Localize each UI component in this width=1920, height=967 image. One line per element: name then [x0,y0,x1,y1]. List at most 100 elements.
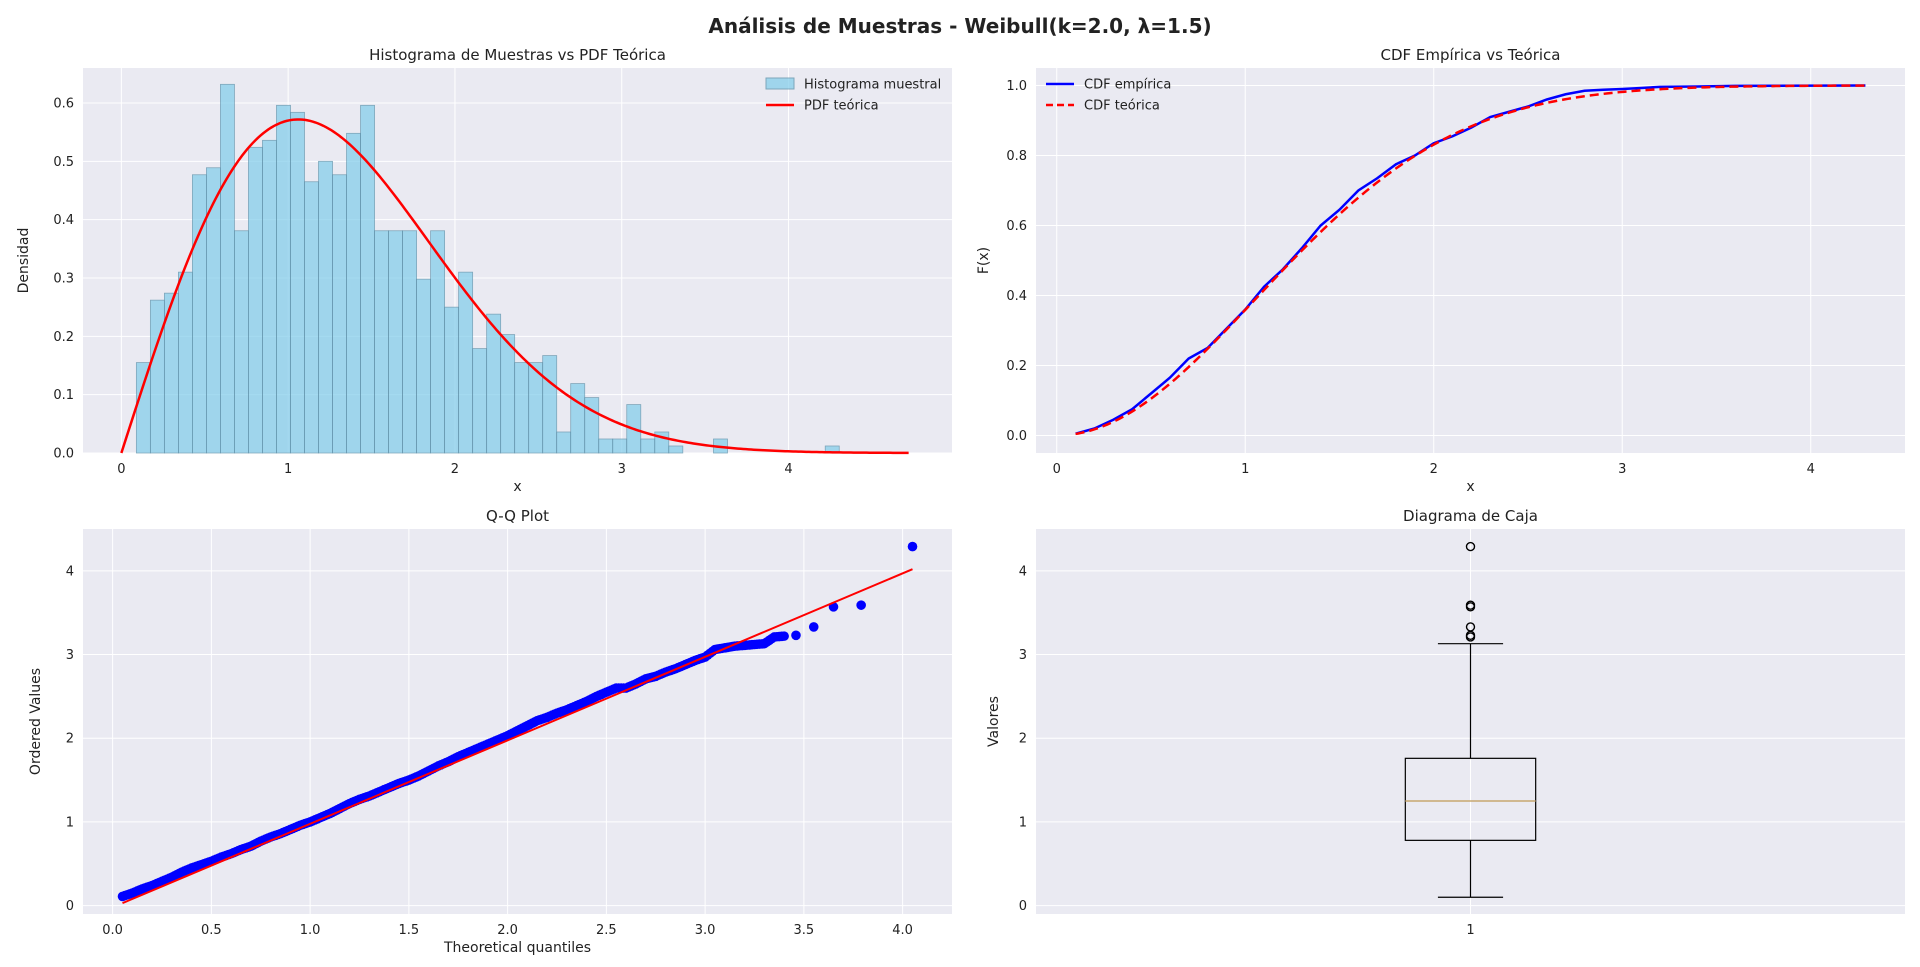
histogram-bar [486,313,502,454]
histogram-bar [542,355,558,454]
histogram-bar [556,431,572,454]
histogram-bar [598,438,614,454]
x-tick-label: 3 [618,462,626,477]
histogram-bar [276,104,291,454]
subplot-1: 0 1 2 3 4 0.0 0.1 0.2 0.3 0.4 0.5 0.6 Histograma de … [16,46,952,495]
subplot-title: Diagrama de Caja [1403,507,1538,525]
x-tick-label: 1 [1466,923,1474,938]
histogram-bar [262,139,277,454]
y-tick-label: 0.6 [1006,219,1027,234]
subplot-title: CDF Empírica vs Teórica [1381,46,1561,64]
y-tick-label: 0.4 [1006,289,1027,304]
x-tick-label: 3.0 [695,923,716,938]
histogram-bar [416,278,432,454]
histogram-bar [234,230,249,454]
y-tick-label: 0.0 [1006,429,1027,444]
subplot-2: 0 1 2 3 4 0.0 0.2 0.4 0.6 0.8 1.0 CDF Empírica vs T… [976,46,1905,495]
y-tick-label: 2 [66,732,74,747]
histogram-bar [500,334,516,454]
x-tick-label: 2 [1430,462,1438,477]
y-tick-label: 2 [1019,732,1027,747]
y-axis-label: Valores [986,696,1002,747]
subplot-4: 1 0 1 2 3 4 Diagrama de Caja Valores [986,507,1905,938]
histogram-bar [346,132,361,454]
x-tick-label: 0 [117,462,125,477]
plot-area [1036,68,1905,453]
histogram-bar [178,271,193,454]
y-tick-label: 0.2 [53,330,74,345]
pdf-line [120,118,909,455]
y-axis-label: Densidad [16,228,32,294]
x-tick-label: 0 [1053,462,1061,477]
histogram-bar [332,174,347,454]
x-tick-label: 2 [451,462,459,477]
x-tick-label: 0.5 [201,923,222,938]
x-tick-label: 2.0 [497,923,518,938]
y-tick-label: 0.8 [1006,149,1027,164]
x-tick-label: 3.5 [794,923,815,938]
histogram-bar [318,160,333,454]
histogram-bar [388,230,403,454]
y-tick-label: 4 [1019,564,1027,579]
outlier-point [1465,622,1476,632]
y-tick-label: 0.1 [53,388,74,403]
x-tick-label: 4 [1807,462,1815,477]
x-tick-label: 3 [1618,462,1626,477]
x-axis-label: x [513,479,521,495]
histogram-bar [584,397,600,454]
y-tick-label: 0 [66,899,74,914]
histogram-bar [149,299,165,454]
y-tick-label: 0.3 [53,272,74,287]
y-tick-label: 3 [66,648,74,663]
histogram-bar [430,230,446,454]
y-tick-label: 4 [66,564,74,579]
empirical-cdf-line [1075,84,1866,435]
plot-area [83,529,952,914]
y-tick-label: 0.6 [53,97,74,112]
theoretical-cdf-line [1075,84,1866,436]
histogram-bar [570,383,586,454]
y-tick-label: 0.0 [53,447,74,462]
y-tick-label: 0 [1019,899,1027,914]
figure-title: Análisis de Muestras - Weibull(k=2.0, λ=… [708,14,1212,38]
qq-reference-line [122,568,913,905]
x-tick-label: 1 [284,462,292,477]
x-tick-label: 4.0 [892,923,913,938]
histogram-bar [514,362,530,454]
y-axis-label: Ordered Values [28,668,44,775]
x-tick-label: 1.5 [399,923,420,938]
histogram-bar [472,348,488,454]
histogram-bar [668,445,684,454]
y-tick-label: 1 [66,815,74,830]
y-axis-label: F(x) [976,247,992,274]
x-tick-label: 1 [1241,462,1249,477]
y-tick-label: 1.0 [1006,79,1027,94]
histogram-bar [290,111,305,454]
x-axis-label: Theoretical quantiles [443,940,591,956]
y-tick-label: 3 [1019,648,1027,663]
histogram-bar [374,230,389,454]
y-tick-label: 0.5 [53,155,74,170]
qq-point [907,541,918,552]
x-tick-label: 1.0 [300,923,321,938]
x-tick-label: 0.0 [102,923,123,938]
outlier-point [1465,541,1476,552]
histogram-bar [402,230,417,454]
histogram-bar [528,362,544,454]
y-tick-label: 0.4 [53,213,74,228]
legend-swatch [765,77,795,90]
outlier-point [1465,600,1476,610]
histogram-bar [220,83,235,454]
histogram-bar [248,146,263,454]
legend-label: CDF empírica [1084,78,1171,93]
y-tick-label: 0.2 [1006,359,1027,374]
subplot-title: Histograma de Muestras vs PDF Teórica [369,46,666,64]
subplot-3: 0.0 0.5 1.0 1.5 2.0 2.5 3.0 3.5 4.0 0 1 2 3 4 Q-Q Plot… [28,507,952,956]
histogram-bar [444,306,460,454]
histogram-bar [612,438,628,454]
legend-label: CDF teórica [1084,99,1160,114]
qq-point [856,600,866,610]
x-tick-label: 4 [784,462,792,477]
histogram-bar [640,438,656,454]
